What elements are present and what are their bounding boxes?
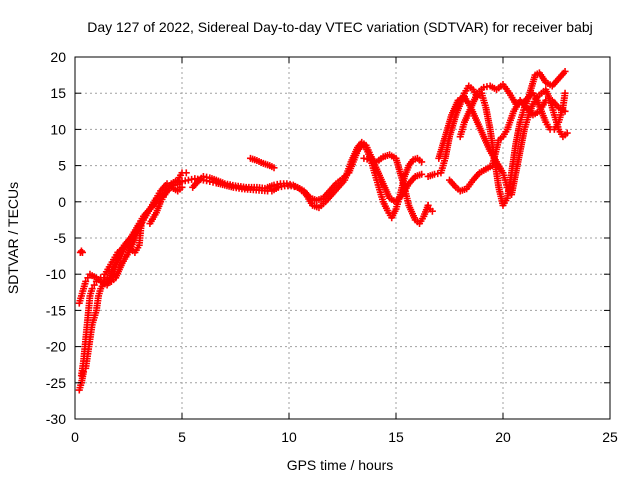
- data-point: [418, 158, 426, 166]
- data-point: [182, 169, 190, 177]
- y-tick-label: 0: [58, 194, 66, 210]
- y-axis-label: SDTVAR / TECUs: [5, 182, 21, 294]
- y-tick-label: -10: [46, 266, 66, 282]
- data-point: [561, 67, 569, 75]
- data-point: [563, 129, 571, 137]
- series-arc12: [435, 86, 571, 199]
- x-axis-label: GPS time / hours: [287, 457, 394, 473]
- series-arc10: [360, 151, 432, 228]
- series-arc15: [424, 201, 436, 215]
- data-point: [101, 270, 109, 278]
- x-tick-label: 0: [71, 429, 79, 445]
- data-point: [80, 368, 88, 376]
- data-point: [88, 285, 96, 293]
- series-arc14: [456, 67, 569, 141]
- x-tick-label: 5: [178, 429, 186, 445]
- y-tick-label: 10: [50, 121, 66, 137]
- series-arc1: [76, 247, 86, 256]
- chart-title: Day 127 of 2022, Sidereal Day-to-day VTE…: [87, 19, 593, 35]
- y-tick-label: -5: [54, 230, 67, 246]
- series-arc7: [246, 154, 278, 172]
- y-tick-label: 5: [58, 158, 66, 174]
- data-point: [561, 89, 569, 97]
- data-point: [561, 107, 569, 115]
- x-tick-label: 15: [388, 429, 404, 445]
- x-tick-label: 20: [495, 429, 511, 445]
- data-point: [84, 274, 92, 282]
- data-point: [82, 277, 90, 285]
- y-tick-label: 15: [50, 85, 66, 101]
- data-point: [424, 201, 432, 209]
- y-axis-ticks: -30 -25 -20 -15 -10 -5 0 5 10 15 20: [46, 49, 610, 427]
- data-point: [90, 281, 98, 289]
- data-point: [77, 247, 85, 255]
- data-point: [428, 207, 436, 215]
- y-tick-label: -15: [46, 302, 66, 318]
- x-tick-label: 10: [281, 429, 297, 445]
- x-axis-ticks: 0 5 10 15 20 25: [71, 57, 618, 445]
- y-tick-label: -30: [46, 411, 66, 427]
- y-tick-label: -25: [46, 375, 66, 391]
- series-arc6: [189, 172, 272, 193]
- data-point: [418, 170, 426, 178]
- data-marks: [75, 67, 571, 394]
- x-tick-label: 25: [602, 429, 618, 445]
- series-arc4: [75, 220, 145, 307]
- data-point: [78, 248, 86, 256]
- y-tick-label: -20: [46, 339, 66, 355]
- y-tick-label: 20: [50, 49, 66, 65]
- data-point: [270, 164, 278, 172]
